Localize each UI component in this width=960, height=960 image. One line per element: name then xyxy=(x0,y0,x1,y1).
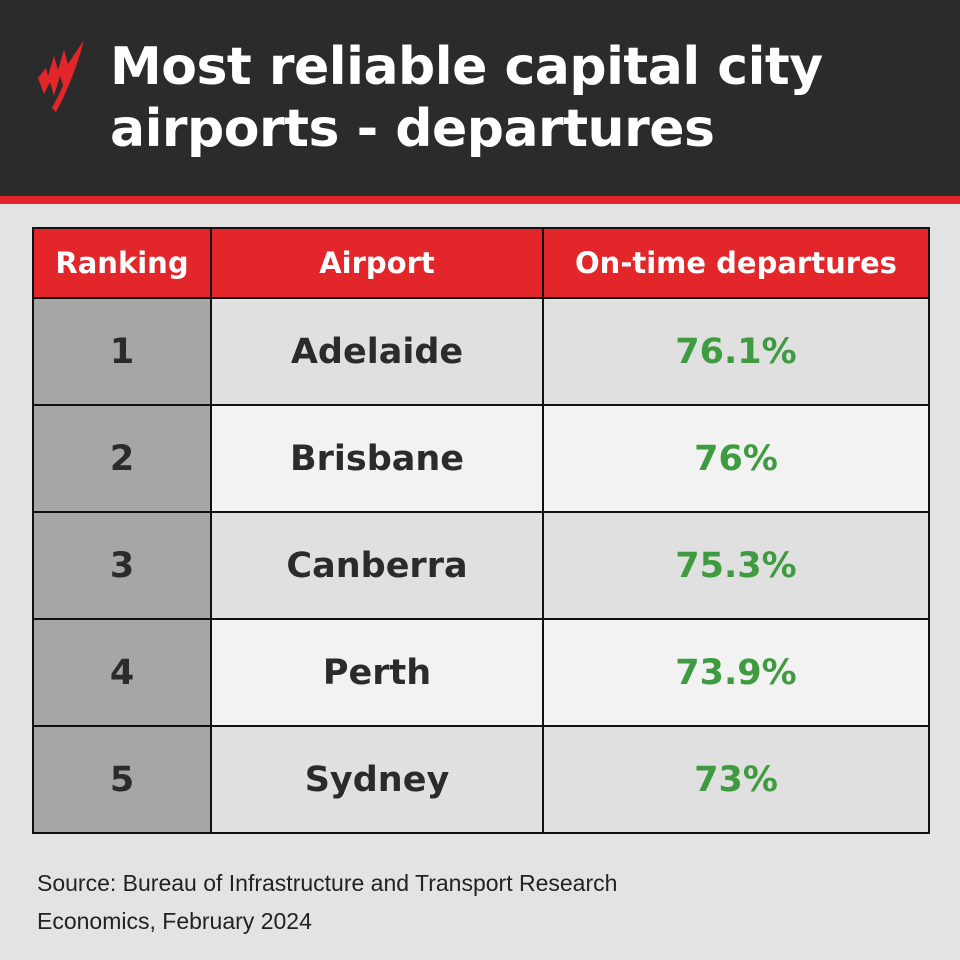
table-row: 2 Brisbane 76% xyxy=(32,404,930,513)
column-header-ranking: Ranking xyxy=(32,227,212,299)
red-divider xyxy=(0,196,960,204)
table-row: 5 Sydney 73% xyxy=(32,725,930,834)
column-header-airport: Airport xyxy=(210,227,544,299)
source-note: Source: Bureau of Infrastructure and Tra… xyxy=(37,864,617,940)
value-cell: 75.3% xyxy=(542,511,930,620)
source-line-2: Economics, February 2024 xyxy=(37,908,312,934)
page-title: Most reliable capital city airports - de… xyxy=(110,36,823,160)
value-cell: 73% xyxy=(542,725,930,834)
airport-cell: Canberra xyxy=(210,511,544,620)
table-header-row: Ranking Airport On-time departures xyxy=(32,227,930,299)
title-line-1: Most reliable capital city xyxy=(110,37,823,97)
rank-cell: 1 xyxy=(32,297,212,406)
title-line-2: airports - departures xyxy=(110,99,715,159)
rank-cell: 5 xyxy=(32,725,212,834)
table-row: 3 Canberra 75.3% xyxy=(32,511,930,620)
rank-cell: 2 xyxy=(32,404,212,513)
header-banner: Most reliable capital city airports - de… xyxy=(0,0,960,196)
airport-cell: Sydney xyxy=(210,725,544,834)
source-line-1: Source: Bureau of Infrastructure and Tra… xyxy=(37,870,618,896)
rankings-table: Ranking Airport On-time departures 1 Ade… xyxy=(32,227,930,834)
column-header-on-time: On-time departures xyxy=(542,227,930,299)
sbs-logo-icon xyxy=(38,40,84,112)
value-cell: 73.9% xyxy=(542,618,930,727)
rank-cell: 4 xyxy=(32,618,212,727)
table-row: 4 Perth 73.9% xyxy=(32,618,930,727)
airport-cell: Adelaide xyxy=(210,297,544,406)
table-row: 1 Adelaide 76.1% xyxy=(32,297,930,406)
airport-cell: Perth xyxy=(210,618,544,727)
value-cell: 76.1% xyxy=(542,297,930,406)
value-cell: 76% xyxy=(542,404,930,513)
airport-cell: Brisbane xyxy=(210,404,544,513)
rank-cell: 3 xyxy=(32,511,212,620)
